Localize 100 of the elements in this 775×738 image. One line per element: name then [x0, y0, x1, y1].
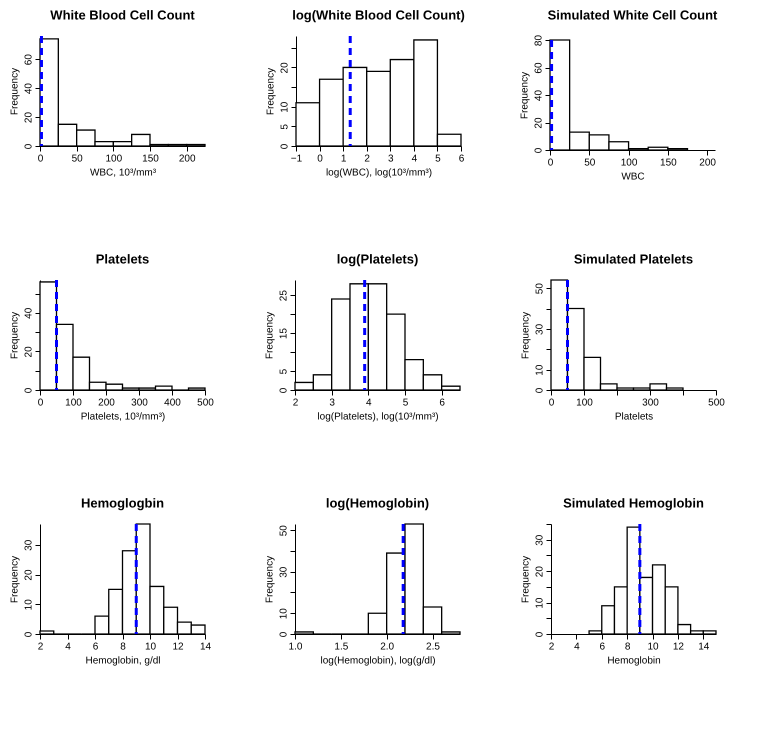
- chart-title: Simulated Hemoglobin: [563, 496, 704, 510]
- x-tick-label: 12: [172, 642, 184, 652]
- x-tick-label: 4: [412, 154, 418, 164]
- x-axis-title: log(Hemoglobin), log(g/dl): [320, 656, 436, 666]
- x-axis-title: Platelets: [614, 412, 654, 422]
- x-tick-label: 500: [708, 398, 726, 408]
- y-tick-label: 0: [280, 143, 290, 150]
- chart-title: Simulated White Cell Count: [548, 7, 718, 22]
- y-tick-label: 10: [24, 598, 34, 610]
- y-tick-label: 40: [24, 82, 34, 94]
- x-tick-label: 6: [92, 642, 99, 652]
- x-tick-label: 6: [458, 154, 465, 164]
- x-tick-label: 10: [647, 642, 660, 652]
- chart-title: log(Hemoglobin): [326, 496, 430, 510]
- y-tick-label: 0: [278, 631, 290, 638]
- x-tick-label: 5: [435, 154, 442, 164]
- x-tick-label: 100: [105, 154, 123, 164]
- x-axis-title: log(Platelets), log(10³/mm³): [317, 412, 439, 422]
- y-tick-label: 30: [534, 534, 546, 546]
- y-tick-label: 30: [24, 539, 34, 551]
- y-axis-title: Frequency: [10, 68, 20, 116]
- y-axis-title: Frequency: [10, 556, 20, 604]
- x-tick-label: 14: [200, 642, 212, 652]
- y-tick-label: 60: [534, 62, 544, 74]
- x-tick-label: 300: [131, 398, 148, 408]
- x-tick-label: 4: [65, 642, 72, 652]
- y-tick-label: 20: [534, 566, 546, 578]
- y-tick-label: 50: [534, 282, 546, 294]
- y-tick-label: 10: [534, 597, 546, 609]
- x-tick-label: 10: [144, 642, 156, 652]
- chart-title: White Blood Cell Count: [50, 8, 196, 22]
- y-tick-label: 20: [280, 62, 290, 74]
- y-tick-label: 0: [24, 143, 34, 150]
- x-tick-label: 200: [178, 154, 196, 164]
- x-tick-label: 1.0: [288, 642, 303, 652]
- y-tick-label: 10: [278, 608, 290, 620]
- y-tick-label: 0: [278, 387, 290, 394]
- x-tick-label: 100: [620, 158, 638, 168]
- x-tick-label: 8: [624, 642, 631, 652]
- y-axis-title: Frequency: [520, 312, 532, 360]
- x-tick-label: 6: [599, 642, 606, 652]
- x-tick-label: 150: [142, 154, 160, 164]
- y-tick-label: 5: [278, 368, 290, 374]
- x-tick-label: 500: [197, 398, 214, 408]
- chart-title: log(White Blood Cell Count): [292, 8, 465, 22]
- y-tick-label: 0: [534, 631, 546, 638]
- x-tick-label: 50: [584, 158, 596, 168]
- x-tick-label: 100: [576, 398, 594, 408]
- chart-title: Platelets: [96, 252, 150, 266]
- y-tick-label: 60: [24, 54, 34, 66]
- y-tick-label: 30: [278, 566, 290, 578]
- chart-title: log(Platelets): [336, 252, 418, 266]
- x-tick-label: 2: [38, 642, 44, 652]
- y-tick-label: 20: [534, 117, 544, 129]
- y-axis-title: Frequency: [264, 556, 276, 604]
- x-axis-title: WBC: [621, 172, 645, 182]
- x-tick-label: 300: [642, 398, 660, 408]
- x-tick-label: 14: [698, 642, 710, 652]
- y-axis-title: Frequency: [10, 312, 20, 360]
- y-tick-label: 20: [24, 346, 34, 358]
- y-tick-label: 5: [280, 124, 290, 130]
- x-tick-label: 2: [548, 642, 555, 652]
- chart-title: Hemoglogbin: [80, 496, 164, 510]
- x-tick-label: 100: [65, 398, 82, 408]
- y-tick-label: 30: [534, 323, 546, 335]
- y-tick-label: 80: [534, 34, 544, 46]
- x-tick-label: 2: [364, 154, 370, 164]
- x-tick-label: 150: [660, 158, 678, 168]
- x-axis-title: Platelets, 10³/mm³): [80, 412, 166, 422]
- y-tick-label: 40: [24, 307, 34, 319]
- x-tick-label: 200: [699, 158, 716, 168]
- y-tick-label: 0: [534, 387, 546, 394]
- y-tick-label: 20: [24, 112, 34, 124]
- y-tick-label: 40: [534, 90, 544, 102]
- x-tick-label: −1: [290, 154, 303, 164]
- y-tick-label: 50: [278, 524, 290, 536]
- x-axis-title: WBC, 10³/mm³: [90, 168, 157, 178]
- x-tick-label: 8: [120, 642, 126, 652]
- y-tick-label: 10: [280, 101, 290, 113]
- x-tick-label: 2: [292, 398, 299, 408]
- y-tick-label: 15: [278, 328, 290, 340]
- y-axis-title: Frequency: [264, 312, 276, 360]
- x-tick-label: 3: [329, 398, 336, 408]
- x-tick-label: 3: [388, 154, 394, 164]
- x-tick-label: 400: [164, 398, 182, 408]
- x-tick-label: 0: [548, 398, 555, 408]
- x-tick-label: 1: [340, 154, 347, 164]
- x-tick-label: 5: [402, 398, 409, 408]
- x-tick-label: 12: [672, 642, 684, 652]
- x-axis-title: Hemoglobin: [607, 656, 661, 666]
- y-axis-title: Frequency: [520, 556, 532, 604]
- y-tick-label: 0: [24, 387, 34, 394]
- x-axis-title: log(WBC), log(10³/mm³): [326, 168, 432, 178]
- y-tick-label: 0: [534, 147, 544, 154]
- y-tick-label: 10: [534, 364, 546, 376]
- y-tick-label: 25: [278, 290, 290, 302]
- x-tick-label: 1.5: [334, 642, 349, 652]
- x-tick-label: 2.5: [426, 642, 440, 652]
- y-axis-title: Frequency: [520, 72, 530, 120]
- x-tick-label: 0: [548, 158, 554, 168]
